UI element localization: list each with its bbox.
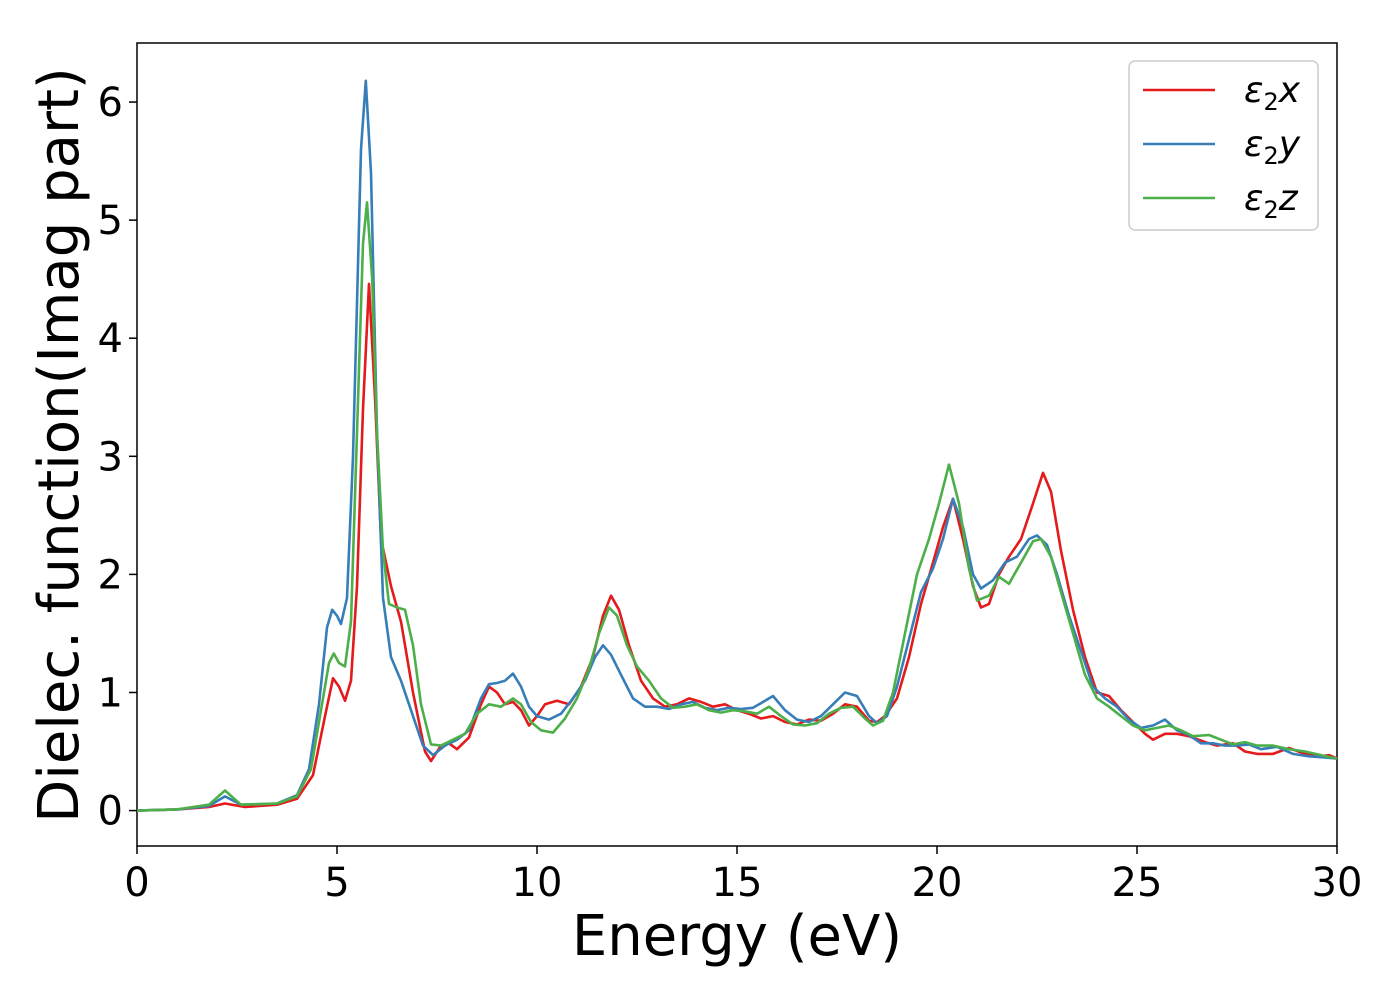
y-tick-label: 4 (98, 316, 123, 362)
series-line-y (136, 79, 1338, 812)
x-tick-label: 0 (124, 860, 149, 906)
x-tick-label: 20 (912, 860, 963, 906)
y-axis-title: Dielec. function(Imag part) (27, 67, 92, 823)
legend-label-y: ε2y (1244, 124, 1301, 170)
x-tick-label: 30 (1312, 860, 1363, 906)
plot-area: 0 5 10 15 20 25 30 0 1 2 3 4 5 6 (98, 42, 1362, 906)
x-tick-label: 5 (324, 860, 349, 906)
legend: ε2x ε2y ε2z (1128, 60, 1319, 231)
y-tick-label: 3 (98, 434, 123, 480)
legend-label-z: ε2z (1244, 178, 1299, 224)
legend-items: ε2x ε2y ε2z (1143, 70, 1301, 224)
x-tick-label: 10 (512, 860, 563, 906)
y-tick-label: 2 (98, 552, 123, 598)
x-tick-label: 15 (712, 860, 763, 906)
legend-label-x: ε2x (1244, 70, 1301, 116)
x-axis-title: Energy (eV) (572, 904, 902, 969)
legend-box (1128, 60, 1319, 231)
y-tick-label: 6 (98, 80, 123, 126)
y-tick-label: 0 (98, 789, 123, 835)
x-axis: 0 5 10 15 20 25 30 (124, 846, 1362, 906)
y-axis: 0 1 2 3 4 5 6 (98, 80, 137, 835)
series-layer (136, 79, 1338, 812)
y-tick-label: 5 (98, 198, 123, 244)
x-tick-label: 25 (1112, 860, 1163, 906)
y-tick-label: 1 (98, 670, 123, 716)
series-line-z (136, 201, 1338, 812)
